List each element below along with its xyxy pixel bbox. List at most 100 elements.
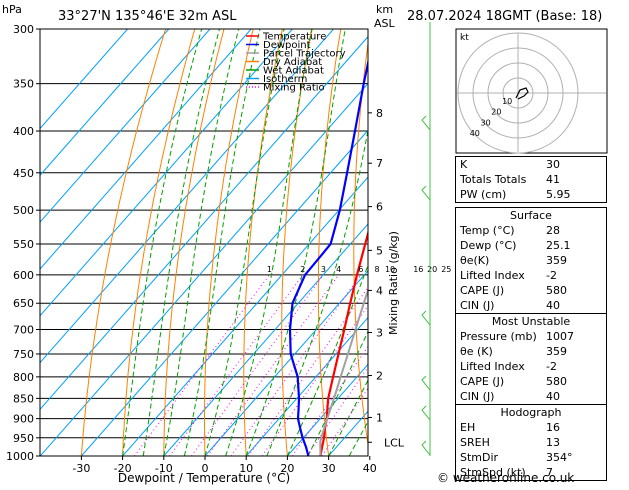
hodograph-unit: kt xyxy=(460,33,469,43)
pressure-tick-label: 750 xyxy=(13,348,34,361)
most-unstable-title: Most Unstable xyxy=(456,314,606,329)
pressure-tick-label: 300 xyxy=(13,23,34,36)
wind-barb-icon xyxy=(422,116,430,130)
index-value: 5.95 xyxy=(546,187,602,202)
temperature-tick-label: 40 xyxy=(363,462,377,475)
height-tick-label: 5 xyxy=(376,244,383,257)
index-row: Lifted Index-2 xyxy=(456,268,606,283)
pressure-tick-label: 600 xyxy=(13,269,34,282)
temperature-tick-label: 30 xyxy=(322,462,336,475)
pressure-tick-label: 700 xyxy=(13,324,34,337)
surface-title: Surface xyxy=(456,208,606,223)
pressure-axis: 3003504004505005506006507007508008509009… xyxy=(6,23,40,463)
wet-adiabat-line xyxy=(123,29,202,456)
index-row: Dewp (°C)25.1 xyxy=(456,238,606,253)
height-tick-label: 6 xyxy=(376,201,383,214)
isotherm-line xyxy=(0,29,251,456)
index-row: Lifted Index -2 xyxy=(456,359,606,374)
index-label: StmDir xyxy=(460,450,498,465)
wind-barb-icon xyxy=(422,311,430,325)
index-row: CIN (J)40 xyxy=(456,389,606,404)
pressure-tick-label: 550 xyxy=(13,238,34,251)
series-parcel-trajectory xyxy=(320,41,424,456)
index-label: Pressure (mb) xyxy=(460,329,537,344)
right-axis-label: Mixing Ratio (g/kg) xyxy=(387,231,400,335)
index-row: K 30 xyxy=(456,157,606,172)
wet-adiabat-line xyxy=(184,29,260,456)
index-row: Temp (°C)28 xyxy=(456,223,606,238)
pressure-tick-label: 450 xyxy=(13,167,34,180)
index-value: 30 xyxy=(546,157,602,172)
index-value: 354° xyxy=(546,450,602,465)
mixing-ratio-label: 16 xyxy=(413,265,423,274)
pressure-tick-label: 800 xyxy=(13,371,34,384)
mixing-ratio-label: 1 xyxy=(267,265,272,274)
index-label: CIN (J) xyxy=(460,298,494,313)
index-row: StmDir 354° xyxy=(456,450,606,465)
index-label: Dewp (°C) xyxy=(460,238,516,253)
index-row: PW (cm)5.95 xyxy=(456,187,606,202)
location-label: 33°27'N 135°46'E 32m ASL xyxy=(58,9,237,24)
height-tick-label: LCL xyxy=(384,436,405,449)
mixing-ratio-label: 20 xyxy=(427,265,437,274)
mixing-ratio-line xyxy=(134,275,269,456)
index-value: 40 xyxy=(546,298,602,313)
index-value: 40 xyxy=(546,389,602,404)
mixing-ratio-label: 25 xyxy=(441,265,451,274)
dry-adiabat-line xyxy=(81,23,167,456)
temperature-tick-label: -30 xyxy=(72,462,90,475)
index-label: CAPE (J) xyxy=(460,283,504,298)
dry-adiabat-line xyxy=(421,23,452,456)
index-value: 580 xyxy=(546,283,602,298)
height-tick-label: 7 xyxy=(376,157,383,170)
pressure-tick-label: 1000 xyxy=(6,450,34,463)
index-value: 41 xyxy=(546,172,602,187)
index-value: 7 xyxy=(546,465,602,480)
mixing-ratio-label: 6 xyxy=(358,265,363,274)
dry-adiabat-line xyxy=(164,23,226,456)
index-label: θe(K) xyxy=(460,253,489,268)
datetime-label: 28.07.2024 18GMT (Base: 18) xyxy=(407,9,602,24)
index-label: Lifted Index xyxy=(460,268,525,283)
mixing-ratio-label: 3 xyxy=(321,265,326,274)
hodograph-ring-label: 40 xyxy=(470,129,480,138)
wind-barb-icon xyxy=(422,376,430,390)
asl-unit: ASL xyxy=(374,17,396,30)
isotherm-line xyxy=(40,29,416,456)
hodograph-ring-label: 30 xyxy=(481,118,491,127)
pressure-tick-label: 500 xyxy=(13,204,34,217)
mixing-ratio-label: 4 xyxy=(336,265,341,274)
height-tick-label: 2 xyxy=(376,370,383,383)
index-label: K xyxy=(460,157,467,172)
index-value: 580 xyxy=(546,374,602,389)
index-value: 28 xyxy=(546,223,602,238)
index-label: Lifted Index xyxy=(460,359,525,374)
dry-adiabat-line xyxy=(123,23,197,456)
index-row: θe (K)359 xyxy=(456,344,606,359)
hodograph-ring-label: 10 xyxy=(502,97,512,106)
pressure-tick-label: 350 xyxy=(13,78,34,91)
x-axis-label: Dewpoint / Temperature (°C) xyxy=(118,471,290,485)
wind-barbs xyxy=(422,22,430,456)
pressure-tick-label: 400 xyxy=(13,125,34,138)
height-tick-label: 4 xyxy=(376,284,383,297)
pressure-tick-label: 850 xyxy=(13,392,34,405)
wind-barb-icon xyxy=(422,441,430,455)
index-value: 359 xyxy=(546,344,602,359)
mixing-ratio-line xyxy=(208,275,339,456)
index-value: -2 xyxy=(546,359,602,374)
legend-label: Mixing Ratio xyxy=(263,83,325,94)
mixing-ratio-label: 2 xyxy=(300,265,305,274)
pressure-tick-label: 650 xyxy=(13,297,34,310)
km-unit: km xyxy=(376,3,393,16)
index-row: CAPE (J)580 xyxy=(456,374,606,389)
